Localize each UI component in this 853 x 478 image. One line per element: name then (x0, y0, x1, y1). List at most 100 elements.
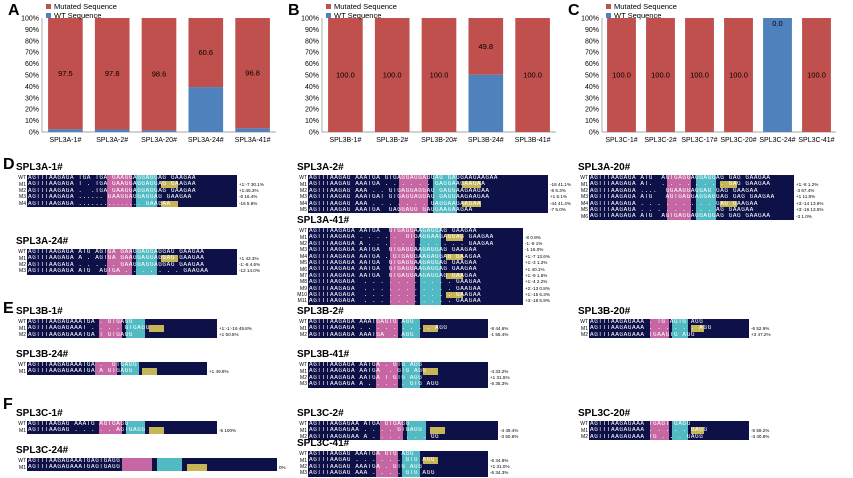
sequence-text: AGTTTAAGAGA .... GGAAGGAGGAG GAG GAAGAA (590, 187, 759, 194)
y-tick-label: 70% (585, 50, 599, 57)
alignment-title: SPL3C-20# (578, 408, 631, 419)
bar-wt (468, 74, 504, 132)
sequence-text: AGTTTAAGAGA . . . . . . . . . GAG GAAGAA (590, 200, 759, 207)
sequence-highlight (406, 421, 426, 428)
sequence-highlight (136, 261, 158, 269)
sequence-highlight (419, 285, 442, 292)
row-annotation: -6 35.3% (490, 381, 509, 387)
alignment-row: WT AGTTTAAGAGAAATGA . GTGAGG (16, 319, 252, 326)
sequence-highlight (666, 181, 692, 188)
sequence-bar: AGTTTAAGAGA . . . . . . . . . . . GAAGAA (308, 285, 523, 292)
sequence-highlight (125, 427, 145, 434)
alignment-row: M2 AGTTTAAGAGA AATGA T GTG AGG +1 31.5% (297, 374, 510, 382)
sequence-highlight (376, 451, 398, 458)
alignment-row: WT AGTTTAAGAGAA ATGA GTGAGG (297, 421, 518, 428)
row-label: WT (18, 249, 26, 256)
bar-mutated (328, 18, 363, 132)
x-tick-label: SPL3B-2# (376, 137, 408, 144)
sequence-highlight (672, 427, 689, 434)
sequence-highlight (432, 175, 457, 182)
sequence-highlight (187, 464, 207, 471)
row-label: WT (18, 175, 26, 182)
legend-label-wt: WT Sequence (614, 11, 661, 20)
sequence-highlight (376, 362, 398, 369)
row-annotation: +2:-13 0.8% (525, 285, 550, 291)
sequence-bar: AGTTTAAGAG AAATGA GAGGAGG GAGGAAGAAGAA (308, 206, 548, 214)
sequence-bar: AGTTTAAGAGA ...... GAAGGAGGAGGAG GAAGAA (27, 194, 237, 201)
panel-label-d: D (3, 156, 15, 173)
bar-wt (763, 18, 792, 132)
row-label: M2 (300, 240, 307, 247)
row-label: M2 (19, 261, 26, 268)
row-annotation: +1:-9 1.5% (525, 272, 548, 278)
sequence-highlight (649, 421, 669, 428)
y-tick-label: 40% (305, 84, 319, 91)
sequence-highlight (666, 206, 692, 214)
y-tick-label: 60% (305, 61, 319, 68)
sequence-highlight (461, 200, 481, 207)
sequence-bar: AGTTTAAGAGAA A . . . . . . . GG (308, 433, 498, 441)
bar-data-label: 60.6 (198, 48, 213, 57)
sequence-highlight (649, 319, 669, 326)
row-label: M2 (19, 187, 26, 194)
sequence-text: AGTTTAAGAGA AATGA GTGAGGAAGAGGAG GAAGAA (309, 228, 478, 234)
sequence-bar: AGTTTAAGAGA ATG AGTGAGGAGGAGGAG GAG GAAG… (589, 175, 794, 182)
sequence-text: AGTTTAAGAGA A . AGTGA GAAGGAGGAGGAG GAAG… (28, 255, 205, 262)
sequence-highlight (649, 331, 669, 339)
bar-data-label: 97.8 (105, 69, 120, 78)
alignment-title: SPL3B-1# (16, 306, 63, 317)
sequence-text: AGTTTAAGAGA ............... GAAGAA (28, 200, 171, 207)
sequence-bar: AGTTTAAGAGAAATGA A GTGAGG (27, 368, 207, 375)
sequence-text: AGTTTAAGAGA AATGA . GTG AGG (309, 368, 427, 375)
alignment-row: M2 AGTTTAAGAGA AAATGA . AGG -1 55.4% (297, 331, 508, 339)
alignment-row: M3 AGTTTAAGAGA ATG AGTGAGGAGGAGGAG GAG GA… (578, 194, 823, 201)
row-label: M1 (300, 427, 307, 434)
sequence-bar: AGTTTAAGAG AAATGA . . . . . . GAGGAAGAAG… (308, 181, 548, 188)
sequence-highlight (401, 325, 420, 332)
bar-mutated (141, 18, 177, 131)
alignment-row: M4 AGTTTAAGAGA AATGA . GTGAGGAAGAGGAG GAA… (297, 253, 550, 260)
bar-wt (188, 87, 224, 132)
sequence-highlight (389, 259, 416, 267)
alignment-row: M4 AGTTTAAGAG AAA . . . . . . . GAGGAAGAA… (297, 200, 571, 207)
sequence-bar: AGTTTAAGAGA A . . . . . GTG AGG (308, 381, 488, 388)
sequence-highlight (106, 249, 132, 256)
bar-mutated (48, 18, 83, 130)
sequence-text: AGTTTAAGAGAAA TGAAGTG AGG (590, 331, 696, 338)
sequence-text: AGTTTAAGAGAAATGAGTGAGG (28, 464, 121, 471)
x-tick-label: SPL3B-41# (515, 137, 551, 144)
sequence-bar: AGTTTAAGAGA . . . . . GTGAGGAAGAGGAG GAA… (308, 234, 523, 241)
sequence-text: AGTTTAAGAG AAATGA . GTG AGG (309, 463, 423, 470)
sequence-highlight (389, 285, 416, 292)
sequence-bar: AGTTTAAGAGA . . . . . . . . . . . GAAGAA (308, 291, 523, 299)
alignment-title: SPL3A-1# (16, 162, 63, 173)
row-label: M5 (300, 207, 307, 214)
sequence-highlight (376, 470, 398, 477)
sequence-highlight (401, 463, 420, 471)
sequence-highlight (695, 213, 717, 220)
sequence-bar: AGTTTAAGAGA . . . . . . . . . AGG (308, 325, 488, 332)
row-annotation: -3 67.4% (796, 187, 815, 193)
row-label: WT (18, 421, 26, 428)
sequence-bar: AGTTTAAGAGAAA . . . . . . AGG (589, 325, 749, 332)
sequence-text: AGTTTAAGAGA ATG AGTGA . . . . . . . GAAG… (28, 268, 209, 275)
row-label: M1 (19, 181, 26, 188)
sequence-bar: AGTTTAAGAGA . . . . . GAAGGAGGAGGAG GAAG… (27, 261, 237, 269)
bar-data-label: 100.0 (383, 71, 402, 80)
sequence-text: AGTTTAAGAGAAA . . . . . . AGG (590, 325, 712, 332)
row-annotation: -12 14.0% (239, 268, 260, 274)
sequence-highlight (432, 200, 457, 207)
alignment-title: SPL3C-24# (16, 445, 69, 456)
sequence-highlight (419, 298, 442, 305)
x-tick-label: SPL3C-41# (798, 137, 834, 144)
y-tick-label: 30% (585, 95, 599, 102)
alignment-row: M4 AGTTTAAGAGA ............... GAAGAA -16 … (16, 200, 264, 207)
row-annotation: -6 16.4% (239, 194, 258, 200)
row-annotation: -8 0.8% (525, 234, 541, 240)
alignment-row: M1 AGTTTAAGAG AAATGA . . . . . . GAGGAAGA… (297, 181, 571, 188)
sequence-text: AGTTTAAGAGA ATG AGTGA GAAGGAGGAGGAG GAAG… (28, 249, 205, 255)
sequence-text: AGTTTAAGAGAAAT . . . . GTGAGG (28, 325, 150, 332)
row-label: M5 (300, 260, 307, 267)
